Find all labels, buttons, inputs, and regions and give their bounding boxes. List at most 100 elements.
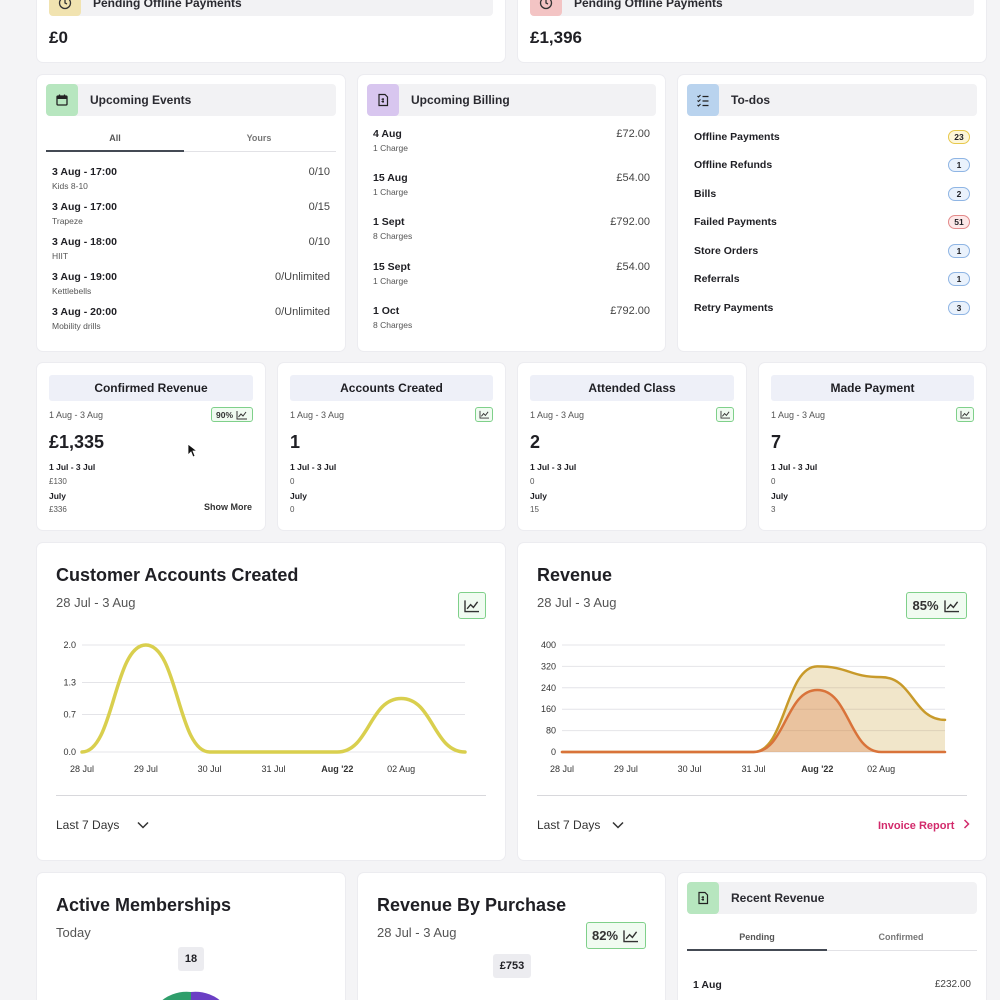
tab-all[interactable]: All <box>109 133 121 143</box>
pending-offline-payments-card[interactable]: Pending Offline Payments £0 <box>37 0 505 62</box>
tab-pending[interactable]: Pending <box>739 932 775 942</box>
list-item[interactable]: 1 Aug £232.00 <box>693 979 971 991</box>
todo-label: Failed Payments <box>694 216 777 228</box>
list-item[interactable]: 15 Sept 1 Charge £54.00 <box>373 261 650 286</box>
trend-up-icon <box>479 410 489 419</box>
trend-badge[interactable] <box>458 592 486 619</box>
todos-card: To-dos Offline Payments 23 Offline Refund… <box>678 75 986 351</box>
billing-date: 15 Aug <box>373 172 408 184</box>
billing-date: 1 Sept <box>373 216 405 228</box>
todo-failed-payments[interactable]: Failed Payments 51 <box>694 214 970 230</box>
chart-title: Revenue <box>537 565 613 585</box>
list-item[interactable]: 3 Aug - 17:00 Trapeze 0/15 <box>52 201 330 226</box>
y-tick-label: 400 <box>541 640 556 650</box>
card-title: Active Memberships <box>56 895 232 915</box>
count-badge: 2 <box>948 187 970 201</box>
pending-value: £0 <box>49 28 68 47</box>
stat-value: 2 <box>530 432 541 452</box>
checklist-icon <box>687 84 719 116</box>
count-badge: 23 <box>948 130 970 144</box>
billing-charges: 8 Charges <box>373 320 413 330</box>
list-item[interactable]: 3 Aug - 19:00 Kettlebells 0/Unlimited <box>52 271 330 296</box>
invoice-report-link[interactable]: Invoice Report <box>878 819 971 832</box>
trend-badge[interactable]: 85% <box>906 592 967 619</box>
accounts-created-card[interactable]: Accounts Created 1 Aug - 3 Aug 1 1 Jul -… <box>278 363 505 530</box>
todo-retry-payments[interactable]: Retry Payments 3 <box>694 300 970 316</box>
x-tick-label: Aug '22 <box>321 764 353 774</box>
trend-badge[interactable]: 82% <box>586 922 646 949</box>
list-item[interactable]: 3 Aug - 17:00 Kids 8-10 0/10 <box>52 166 330 191</box>
card-subtitle: 28 Jul - 3 Aug <box>377 925 457 940</box>
invoice-icon <box>687 882 719 914</box>
trend-up-icon <box>960 410 970 419</box>
event-date: 3 Aug - 17:00 <box>52 166 117 178</box>
todo-label: Referrals <box>694 273 740 285</box>
billing-charges: 8 Charges <box>373 231 413 241</box>
period-select[interactable]: Last 7 Days <box>56 818 149 832</box>
stat-range: 1 Aug - 3 Aug <box>290 410 345 420</box>
prev-period-value: 0 <box>530 477 535 486</box>
chevron-right-icon <box>964 819 971 829</box>
card-title: Upcoming Billing <box>411 93 510 107</box>
x-tick-label: 31 Jul <box>261 764 285 774</box>
accounts-line-chart: 0.0 0.7 1.3 2.0 28 Jul 29 Jul 30 Jul 31 Jul Aug … <box>63 640 467 774</box>
x-tick-label: 02 Aug <box>387 764 415 774</box>
prev-period-value: £130 <box>49 477 67 486</box>
stat-range: 1 Aug - 3 Aug <box>49 410 104 420</box>
todo-label: Bills <box>694 188 717 200</box>
card-title: Recent Revenue <box>731 891 825 905</box>
memberships-count: 18 <box>178 947 204 971</box>
count-badge: 3 <box>948 301 970 315</box>
x-tick-label: 02 Aug <box>867 764 895 774</box>
x-tick-label: 28 Jul <box>70 764 94 774</box>
event-name: HIIT <box>52 251 69 261</box>
count-badge: 1 <box>948 158 970 172</box>
stat-title: Attended Class <box>530 375 734 401</box>
todo-bills[interactable]: Bills 2 <box>694 186 970 202</box>
month-label: July <box>530 491 548 501</box>
invoice-report-label: Invoice Report <box>878 820 955 832</box>
event-name: Trapeze <box>52 216 83 226</box>
billing-amount: £792.00 <box>610 305 650 317</box>
list-item[interactable]: 4 Aug 1 Charge £72.00 <box>373 128 650 153</box>
trend-up-icon <box>943 599 959 612</box>
tab-yours[interactable]: Yours <box>246 133 272 143</box>
todo-store-orders[interactable]: Store Orders 1 <box>694 243 970 259</box>
card-subtitle: Today <box>56 925 91 940</box>
event-date: 3 Aug - 19:00 <box>52 271 117 283</box>
card-title: Upcoming Events <box>90 93 192 107</box>
todo-offline-refunds[interactable]: Offline Refunds 1 <box>694 157 970 173</box>
mouse-cursor-icon <box>187 443 197 458</box>
prev-period-value: 0 <box>290 477 295 486</box>
x-tick-label: 28 Jul <box>550 764 574 774</box>
card-title: Pending Offline Payments <box>574 0 723 10</box>
attended-class-card[interactable]: Attended Class 1 Aug - 3 Aug 2 1 Jul - 3… <box>518 363 746 530</box>
pending-offline-payments-card[interactable]: Pending Offline Payments £1,396 <box>518 0 986 62</box>
series-area <box>562 666 945 752</box>
tab-confirmed[interactable]: Confirmed <box>878 932 924 942</box>
confirmed-revenue-card[interactable]: Confirmed Revenue 1 Aug - 3 Aug 90% £1,3… <box>37 363 265 530</box>
show-more-link[interactable]: Show More <box>203 502 252 512</box>
todo-offline-payments[interactable]: Offline Payments 23 <box>694 129 970 145</box>
footer-divider <box>537 795 967 796</box>
card-title: Pending Offline Payments <box>93 0 242 10</box>
todo-referrals[interactable]: Referrals 1 <box>694 271 970 287</box>
list-item[interactable]: 3 Aug - 20:00 Mobility drills 0/Unlimited <box>52 306 330 331</box>
card-title: Revenue By Purchase <box>377 895 567 915</box>
list-item[interactable]: 1 Oct 8 Charges £792.00 <box>373 305 650 330</box>
made-payment-card[interactable]: Made Payment 1 Aug - 3 Aug 7 1 Jul - 3 J… <box>759 363 986 530</box>
card-header: Pending Offline Payments <box>530 0 974 16</box>
list-item[interactable]: 1 Sept 8 Charges £792.00 <box>373 216 650 241</box>
x-tick-label: Aug '22 <box>801 764 833 774</box>
count-badge: 1 <box>948 244 970 258</box>
stat-title: Confirmed Revenue <box>49 375 253 401</box>
list-item[interactable]: 15 Aug 1 Charge £54.00 <box>373 172 650 197</box>
clock-icon <box>49 0 81 16</box>
stat-value: 1 <box>290 432 301 452</box>
trend-percent: 85% <box>912 598 939 613</box>
event-name: Mobility drills <box>52 321 101 331</box>
month-label: July <box>49 491 67 501</box>
list-item[interactable]: 3 Aug - 18:00 HIIT 0/10 <box>52 236 330 261</box>
trend-percent: 90% <box>215 409 233 420</box>
period-select[interactable]: Last 7 Days <box>537 818 624 832</box>
